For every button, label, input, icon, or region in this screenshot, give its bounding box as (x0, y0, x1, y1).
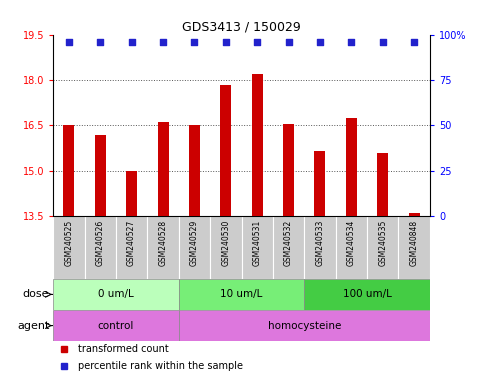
Bar (210, 216, 242, 279)
Bar (220, 84, 231, 216)
Bar (346, 118, 357, 216)
Bar (189, 126, 200, 216)
Bar (304, 279, 430, 310)
Point (222, 39, 230, 45)
Bar (116, 216, 147, 279)
Bar (367, 216, 398, 279)
Bar (252, 74, 263, 216)
Bar (398, 216, 430, 279)
Bar (273, 216, 304, 279)
Point (348, 39, 355, 45)
Bar (179, 216, 210, 279)
Bar (53, 216, 85, 279)
Text: homocysteine: homocysteine (268, 321, 341, 331)
Point (410, 39, 418, 45)
Bar (409, 213, 420, 216)
Text: agent: agent (17, 321, 49, 331)
Point (316, 39, 324, 45)
Text: GSM240526: GSM240526 (96, 219, 105, 266)
Text: GSM240531: GSM240531 (253, 219, 262, 266)
Bar (377, 153, 388, 216)
Text: 10 um/L: 10 um/L (220, 290, 263, 300)
Bar (85, 216, 116, 279)
Bar (126, 171, 137, 216)
Text: 100 um/L: 100 um/L (342, 290, 392, 300)
Bar (242, 216, 273, 279)
Text: GSM240848: GSM240848 (410, 219, 419, 266)
Bar (336, 216, 367, 279)
Text: dose: dose (23, 290, 49, 300)
Point (159, 39, 167, 45)
Point (379, 39, 386, 45)
Text: GSM240532: GSM240532 (284, 219, 293, 266)
Text: GSM240535: GSM240535 (378, 219, 387, 266)
Bar (63, 126, 74, 216)
Bar (179, 279, 304, 310)
Text: GSM240529: GSM240529 (190, 219, 199, 266)
Point (97, 39, 104, 45)
Bar (157, 122, 169, 216)
Point (128, 39, 135, 45)
Point (190, 39, 199, 45)
Point (253, 39, 261, 45)
Text: GSM240533: GSM240533 (315, 219, 325, 266)
Text: control: control (98, 321, 134, 331)
Text: 0 um/L: 0 um/L (98, 290, 134, 300)
Bar (283, 124, 294, 216)
Title: GDS3413 / 150029: GDS3413 / 150029 (182, 20, 301, 33)
Bar (147, 216, 179, 279)
Text: GSM240528: GSM240528 (158, 219, 168, 266)
Text: percentile rank within the sample: percentile rank within the sample (78, 361, 242, 371)
Bar (95, 134, 106, 216)
Bar (53, 279, 179, 310)
Bar (53, 310, 179, 341)
Text: GSM240534: GSM240534 (347, 219, 356, 266)
Bar (314, 151, 326, 216)
Bar (179, 310, 430, 341)
Text: GSM240525: GSM240525 (64, 219, 73, 266)
Text: GSM240527: GSM240527 (127, 219, 136, 266)
Point (65, 39, 73, 45)
Text: transformed count: transformed count (78, 344, 169, 354)
Bar (304, 216, 336, 279)
Point (285, 39, 293, 45)
Text: GSM240530: GSM240530 (221, 219, 230, 266)
